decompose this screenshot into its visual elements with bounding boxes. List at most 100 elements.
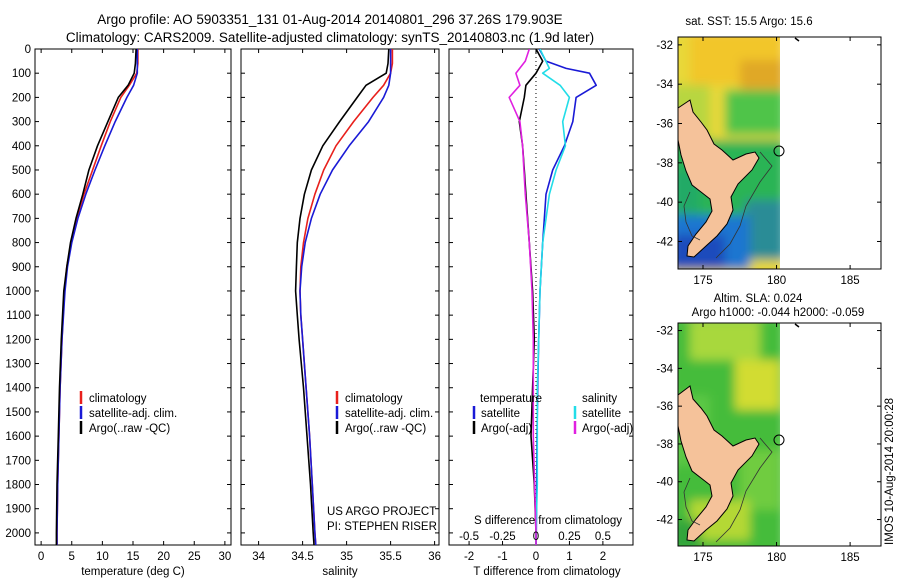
legend-label-satellite: satellite-adj. clim. (345, 408, 433, 420)
y-tick-label: 600 (12, 189, 31, 201)
lon-tick-label: 180 (767, 552, 786, 564)
lat-tick-label: -40 (656, 197, 673, 209)
sst-no-data (780, 37, 881, 269)
y-tick-label: 400 (12, 141, 31, 153)
y-tick-label: 1600 (5, 431, 31, 443)
y-tick-label: 700 (12, 213, 31, 225)
legend-label-t-satellite: satellite (481, 408, 520, 420)
difference-axes (448, 48, 634, 546)
s-difference-label: S difference from climatology (474, 515, 622, 527)
y-tick-label: 1500 (5, 407, 31, 419)
x-tick-label: 15 (127, 551, 140, 563)
legend-label-argo: Argo(..raw -QC) (89, 423, 170, 435)
legend-label-climatology: climatology (345, 393, 403, 405)
lat-tick-label: -40 (656, 477, 673, 489)
legend-label-s-argo: Argo(-adj) (582, 423, 633, 435)
y-tick-label: 1700 (5, 455, 31, 467)
lon-tick-label: 175 (693, 552, 712, 564)
x-tick-label: 20 (157, 551, 170, 563)
argo-float-marker (773, 145, 785, 157)
y-tick-label: 0 (25, 44, 31, 56)
x-tick-label: 35 (340, 551, 353, 563)
s-scale-label: 0.25 (558, 531, 580, 543)
lat-tick-label: -34 (656, 79, 673, 91)
project-annotation: US ARGO PROJECT (327, 506, 436, 518)
x-tick-label: -2 (464, 551, 474, 563)
salinity-legend: climatology satellite-adj. clim. Argo(..… (335, 391, 433, 435)
x-tick-label: 34 (252, 551, 265, 563)
sla-map-title-line2: Argo h1000: -0.044 h2000: -0.059 (692, 307, 865, 319)
temperature-legend: climatology satellite-adj. clim. Argo(..… (79, 391, 177, 435)
legend-label-argo: Argo(..raw -QC) (345, 423, 426, 435)
sst-map-title: sat. SST: 15.5 Argo: 15.6 (685, 16, 812, 28)
difference-legend: temperature satellite Argo(-adj) salinit… (472, 393, 633, 435)
x-tick-label: 2 (600, 551, 606, 563)
pi-annotation: PI: STEPHEN RISER (327, 521, 437, 533)
temperature-axes (34, 48, 232, 546)
temperature-panel: 0100200300400500600700800900100011001200… (5, 44, 232, 578)
s-scale-label: -0.25 (489, 531, 515, 543)
s-scale-label: -0.5 (459, 531, 479, 543)
lat-tick-label: -38 (656, 439, 673, 451)
y-tick-label: 200 (12, 92, 31, 104)
x-tick-label: 0 (38, 551, 44, 563)
legend-label-climatology: climatology (89, 393, 147, 405)
x-tick-label: 5 (69, 551, 75, 563)
salinity-axes (240, 48, 440, 546)
map-mark (794, 323, 800, 328)
y-tick-label: 1300 (5, 359, 31, 371)
series-line-satellite (535, 49, 571, 545)
series-line-satellite-adj-clim- (299, 49, 392, 545)
y-tick-label: 100 (12, 68, 31, 80)
lat-tick-label: -42 (656, 236, 673, 248)
x-tick-label: 35.5 (379, 551, 401, 563)
y-tick-label: 300 (12, 117, 31, 129)
x-tick-label: 0 (533, 551, 539, 563)
y-tick-label: 1400 (5, 383, 31, 395)
map-mark (794, 37, 800, 42)
x-tick-label: 36 (428, 551, 441, 563)
x-tick-label: 30 (218, 551, 231, 563)
lat-tick-label: -32 (656, 40, 673, 52)
argo-float-marker (773, 434, 785, 446)
lat-tick-label: -32 (656, 326, 673, 338)
y-tick-label: 1000 (5, 286, 31, 298)
temperature-xlabel: temperature (deg C) (81, 566, 185, 578)
series-line-argo-raw-qc- (294, 49, 390, 545)
y-tick-label: 500 (12, 165, 31, 177)
y-tick-label: 2000 (5, 528, 31, 540)
s-scale-label: 0.5 (595, 531, 611, 543)
sst-contour (715, 151, 773, 259)
sla-map-title-line1: Altim. SLA: 0.024 (714, 293, 803, 305)
sla-contour (715, 437, 773, 543)
x-tick-label: 10 (96, 551, 109, 563)
x-tick-label: 34.5 (291, 551, 313, 563)
x-tick-label: 1 (566, 551, 572, 563)
sst-map-frame (677, 36, 882, 270)
x-tick-label: 25 (188, 551, 201, 563)
legend-label-satellite: satellite-adj. clim. (89, 408, 177, 420)
lat-tick-label: -42 (656, 515, 673, 527)
s-scale-label: 0 (533, 531, 539, 543)
y-tick-label: 1800 (5, 480, 31, 492)
legend-title-salinity: salinity (582, 393, 617, 405)
imos-timestamp: IMOS 10-Aug-2014 20:00:28 (884, 398, 896, 545)
y-tick-label: 1100 (6, 310, 31, 322)
series-line-argo-raw-qc- (55, 49, 137, 545)
sst-contour (683, 191, 701, 241)
sla-map: Altim. SLA: 0.024 Argo h1000: -0.044 h20… (656, 293, 882, 564)
x-tick-label: -1 (497, 551, 507, 563)
y-tick-label: 1900 (5, 504, 31, 516)
t-difference-xlabel: T difference from climatology (473, 566, 620, 578)
y-tick-label: 1200 (5, 334, 31, 346)
legend-label-t-argo: Argo(-adj) (481, 423, 532, 435)
lat-tick-label: -34 (656, 363, 673, 375)
lon-tick-label: 175 (693, 275, 712, 287)
y-tick-label: 800 (12, 238, 31, 250)
y-tick-label: 900 (12, 262, 31, 274)
salinity-xlabel: salinity (322, 566, 357, 578)
lon-tick-label: 185 (841, 552, 860, 564)
salinity-panel: 34 34.5 35 35.5 36 salinity climatology sate… (240, 48, 441, 578)
figure-title-line2: Climatology: CARS2009. Satellite-adjuste… (65, 30, 595, 45)
